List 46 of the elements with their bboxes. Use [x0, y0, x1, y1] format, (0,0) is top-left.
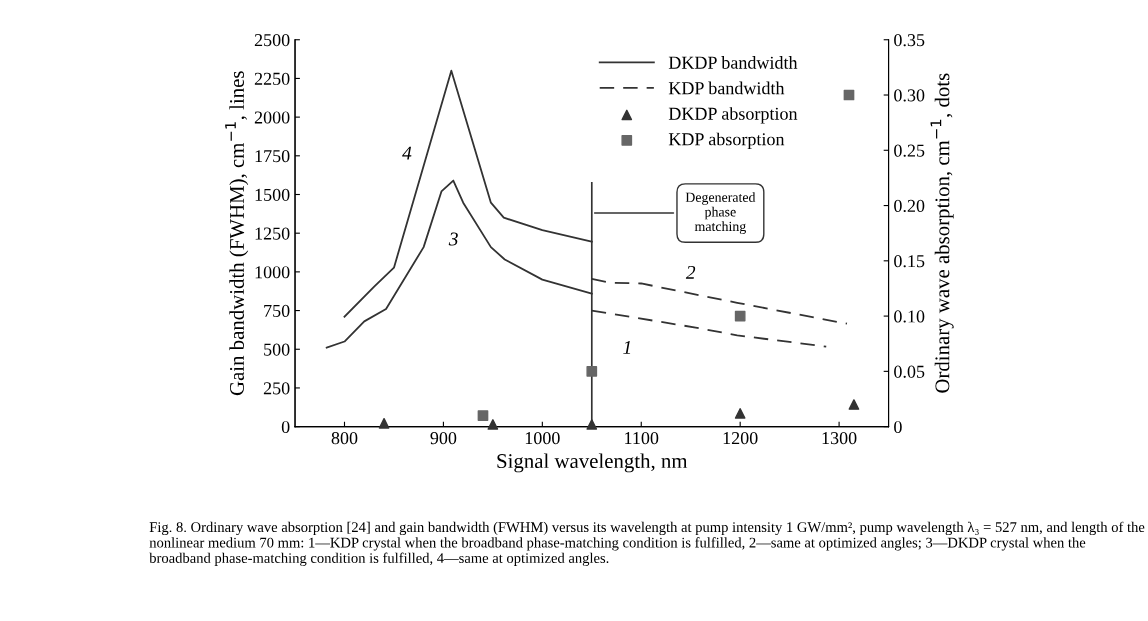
point [487, 419, 499, 430]
x-tick-label: 900 [430, 432, 457, 445]
x-tick-label: 1000 [525, 432, 560, 445]
x-tick-label: 1300 [822, 432, 857, 445]
y-tick-label: 2250 [254, 72, 290, 85]
y2-tick-label: 0 [894, 420, 902, 434]
point [586, 419, 598, 430]
point [848, 399, 860, 410]
y-tick-label: 1250 [255, 227, 290, 240]
y-tick-label: 2000 [254, 111, 290, 124]
point [477, 410, 489, 421]
annotation: 3 [448, 232, 458, 246]
y-tick-label: 250 [263, 382, 290, 395]
y2-tick-label: 0.10 [894, 310, 925, 323]
y-axis-title: Gain bandwidth (FWHM), cm$^{−1}$, lines [225, 71, 249, 396]
annotation: 4 [402, 146, 412, 160]
y2-tick-label: 0.05 [894, 365, 925, 378]
legend-label: KDP bandwidth [668, 81, 785, 95]
x-axis-title: Signal wavelength, nm [497, 453, 688, 473]
point [378, 417, 390, 429]
point [734, 310, 746, 322]
y-tick-label: 0 [281, 420, 290, 434]
y-tick-label: 500 [264, 343, 290, 356]
annotation: 1 [623, 341, 631, 354]
y2-tick-label: 0.15 [894, 255, 925, 268]
x-tick-label: 800 [331, 432, 358, 445]
x-tick-label: 1200 [723, 432, 758, 445]
annotation: 2 [685, 265, 696, 279]
caption: Fig. 8. Ordinary wave absorption [24] and gain bandwidth (FWHM) versus its wavelength at pump intensity 1 GW/mm², pump wavelength λ₃ = 527 nm, and length of the nonlinear medium 70 mm: 1—KDP crystal when the broadband phase-matching condition is fulfilled, 2—same at optimized angles; 3—DKDP crystal when the broadband phase-matching condition is fulfilled, 4—same at optimized angles. [149, 521, 1145, 566]
y-tick-label: 1000 [255, 266, 290, 279]
x-tick-label: 1100 [625, 432, 659, 445]
legend-label: DKDP absorption [668, 107, 798, 124]
y-tick-label: 2500 [254, 34, 290, 47]
y-tick-label: 1500 [255, 188, 290, 201]
y2-tick-label: 0.20 [894, 199, 925, 213]
ref-line-label: Degenerated phase matching [685, 192, 756, 234]
y2-tick-label: 0.35 [894, 34, 925, 47]
point [586, 366, 598, 377]
y2-tick-label: 0.25 [894, 144, 925, 157]
y-tick-label: 750 [264, 304, 290, 317]
y2-axis-title: Ordinary wave absorption, cm$^{−1}$, dots [930, 73, 954, 393]
legend-label: DKDP bandwidth [668, 56, 798, 69]
point [734, 408, 746, 419]
legend-label: KDP absorption [668, 132, 785, 150]
y2-tick-label: 0.30 [894, 89, 925, 102]
y-tick-label: 1750 [255, 150, 290, 163]
